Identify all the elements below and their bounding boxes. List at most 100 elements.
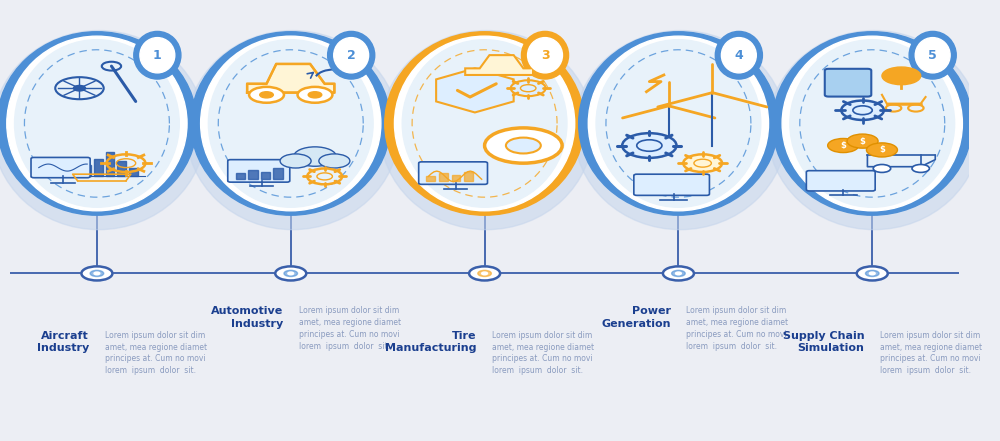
Bar — [261, 172, 270, 179]
Circle shape — [260, 92, 273, 98]
Ellipse shape — [574, 30, 787, 230]
Circle shape — [288, 272, 294, 275]
FancyBboxPatch shape — [825, 69, 871, 97]
Ellipse shape — [772, 32, 972, 215]
Text: Power
Generation: Power Generation — [601, 306, 671, 329]
Circle shape — [912, 164, 929, 172]
Text: 5: 5 — [928, 49, 937, 62]
Circle shape — [622, 133, 676, 158]
Circle shape — [882, 67, 921, 85]
Text: Supply Chain
Simulation: Supply Chain Simulation — [783, 331, 865, 353]
Ellipse shape — [334, 37, 369, 73]
Ellipse shape — [768, 30, 981, 230]
Circle shape — [90, 270, 104, 277]
Circle shape — [511, 80, 546, 96]
Bar — [236, 173, 245, 179]
Circle shape — [506, 138, 541, 153]
FancyBboxPatch shape — [806, 171, 875, 191]
Ellipse shape — [191, 32, 391, 215]
Circle shape — [866, 143, 897, 157]
Circle shape — [284, 270, 298, 277]
Ellipse shape — [521, 31, 569, 79]
Circle shape — [298, 87, 332, 103]
Ellipse shape — [186, 30, 399, 230]
Text: Lorem ipsum dolor sit dim
amet, mea regione diamet
principes at. Cum no movi
lor: Lorem ipsum dolor sit dim amet, mea regi… — [299, 306, 401, 351]
Ellipse shape — [380, 30, 593, 230]
Circle shape — [249, 87, 284, 103]
Ellipse shape — [909, 31, 956, 79]
FancyBboxPatch shape — [228, 160, 290, 182]
Circle shape — [308, 92, 322, 98]
Bar — [464, 172, 473, 181]
Ellipse shape — [201, 36, 381, 211]
Text: Lorem ipsum dolor sit dim
amet, mea regione diamet
principes at. Cum no movi
lor: Lorem ipsum dolor sit dim amet, mea regi… — [105, 331, 207, 375]
Ellipse shape — [208, 40, 373, 207]
Bar — [82, 165, 91, 176]
Circle shape — [469, 266, 500, 280]
Circle shape — [94, 272, 100, 275]
Circle shape — [828, 138, 859, 153]
Text: Lorem ipsum dolor sit dim
amet, mea regione diamet
principes at. Cum no movi
lor: Lorem ipsum dolor sit dim amet, mea regi… — [880, 331, 982, 375]
Circle shape — [676, 272, 681, 275]
Circle shape — [857, 266, 888, 280]
Text: $: $ — [860, 137, 866, 146]
Circle shape — [663, 266, 694, 280]
Ellipse shape — [0, 30, 205, 230]
Ellipse shape — [134, 31, 181, 79]
Circle shape — [869, 272, 875, 275]
Bar — [426, 176, 435, 181]
Text: Aircraft
Industry: Aircraft Industry — [37, 331, 89, 353]
Text: 3: 3 — [541, 49, 549, 62]
Circle shape — [478, 270, 491, 277]
Circle shape — [865, 270, 879, 277]
Bar — [439, 173, 448, 181]
Text: Lorem ipsum dolor sit dim
amet, mea regione diamet
principes at. Cum no movi
lor: Lorem ipsum dolor sit dim amet, mea regi… — [686, 306, 788, 351]
Circle shape — [841, 101, 884, 120]
Bar — [117, 161, 126, 176]
Ellipse shape — [782, 36, 962, 211]
Circle shape — [280, 154, 311, 168]
Circle shape — [319, 154, 350, 168]
Ellipse shape — [394, 36, 575, 211]
Bar — [94, 159, 103, 176]
Text: $: $ — [879, 146, 885, 154]
Ellipse shape — [528, 37, 562, 73]
Bar — [273, 168, 283, 179]
Ellipse shape — [15, 40, 179, 207]
Ellipse shape — [588, 36, 769, 211]
Ellipse shape — [0, 32, 197, 215]
Circle shape — [485, 128, 562, 163]
Ellipse shape — [579, 32, 778, 215]
Circle shape — [81, 266, 112, 280]
Ellipse shape — [385, 32, 584, 215]
FancyBboxPatch shape — [31, 157, 90, 178]
Bar — [248, 170, 258, 179]
Text: Automotive
Industry: Automotive Industry — [211, 306, 283, 329]
Ellipse shape — [140, 37, 175, 73]
Circle shape — [847, 134, 878, 148]
Circle shape — [683, 154, 722, 172]
Text: 1: 1 — [153, 49, 162, 62]
Circle shape — [275, 266, 306, 280]
Ellipse shape — [790, 40, 955, 207]
Ellipse shape — [7, 36, 187, 211]
Ellipse shape — [328, 31, 375, 79]
Text: Tire
Manufacturing: Tire Manufacturing — [385, 331, 477, 353]
Bar — [106, 152, 114, 176]
Ellipse shape — [715, 31, 762, 79]
Circle shape — [672, 270, 685, 277]
Ellipse shape — [721, 37, 756, 73]
FancyBboxPatch shape — [419, 162, 487, 184]
Bar — [129, 168, 138, 176]
Bar — [452, 175, 460, 181]
Ellipse shape — [915, 37, 950, 73]
Text: 4: 4 — [734, 49, 743, 62]
Circle shape — [873, 164, 891, 172]
Polygon shape — [436, 68, 514, 112]
Text: 2: 2 — [347, 49, 356, 62]
Ellipse shape — [402, 40, 567, 207]
Polygon shape — [465, 55, 533, 75]
Circle shape — [73, 86, 86, 91]
Text: $: $ — [840, 141, 846, 150]
Text: Lorem ipsum dolor sit dim
amet, mea regione diamet
principes at. Cum no movi
lor: Lorem ipsum dolor sit dim amet, mea regi… — [492, 331, 594, 375]
